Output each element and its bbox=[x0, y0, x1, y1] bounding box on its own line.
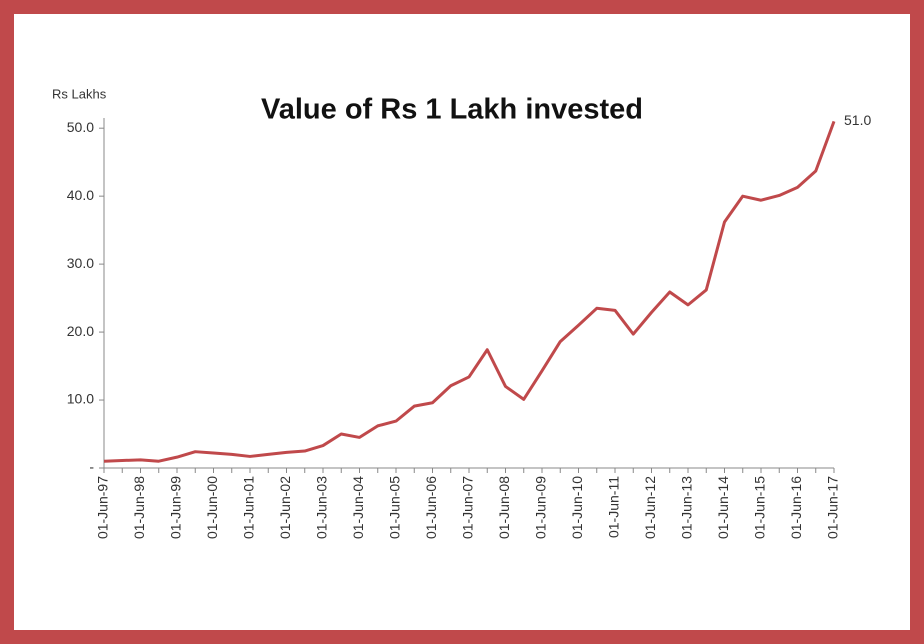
x-tick-label: 01-Jun-13 bbox=[679, 476, 695, 539]
line bbox=[103, 120, 836, 463]
x-tick-label: 01-Jun-09 bbox=[533, 476, 549, 539]
y-tick-label: 20.0 bbox=[67, 323, 94, 339]
y-tick-label: 40.0 bbox=[67, 187, 94, 203]
x-tick-label: 01-Jun-97 bbox=[95, 476, 111, 539]
y-tick-label: 10.0 bbox=[67, 391, 94, 407]
x-tick-label: 01-Jun-00 bbox=[204, 476, 220, 539]
y-tick-label: 50.0 bbox=[67, 119, 94, 135]
y-tick-label: 30.0 bbox=[67, 255, 94, 271]
x-tick-label: 01-Jun-17 bbox=[825, 476, 841, 539]
x-tick-label: 01-Jun-03 bbox=[314, 476, 330, 539]
x-tick-label: 01-Jun-10 bbox=[569, 476, 585, 539]
x-tick-label: 01-Jun-01 bbox=[241, 476, 257, 539]
x-tick-label: 01-Jun-05 bbox=[387, 476, 403, 539]
x-tick-label: 01-Jun-07 bbox=[460, 476, 476, 539]
x-tick-label: 01-Jun-98 bbox=[131, 476, 147, 539]
y-tick-label: - bbox=[89, 459, 94, 475]
x-tick-label: 01-Jun-12 bbox=[642, 476, 658, 539]
x-tick-label: 01-Jun-06 bbox=[423, 476, 439, 539]
x-tick-label: 01-Jun-11 bbox=[606, 476, 622, 538]
x-tick-label: 01-Jun-15 bbox=[752, 476, 768, 539]
x-tick-label: 01-Jun-04 bbox=[350, 476, 366, 539]
x-tick-label: 01-Jun-08 bbox=[496, 476, 512, 539]
x-tick-label: 01-Jun-16 bbox=[788, 476, 804, 539]
chart: Value of Rs 1 Lakh invested Rs Lakhs - 10… bbox=[14, 14, 910, 630]
x-tick-label: 01-Jun-99 bbox=[168, 476, 184, 539]
data-label: 51.0 bbox=[844, 112, 871, 128]
x-tick-label: 01-Jun-02 bbox=[277, 476, 293, 539]
x-tick-label: 01-Jun-14 bbox=[715, 476, 731, 539]
chart-title: Value of Rs 1 Lakh invested bbox=[261, 94, 643, 126]
y-axis-label: Rs Lakhs bbox=[52, 86, 107, 101]
